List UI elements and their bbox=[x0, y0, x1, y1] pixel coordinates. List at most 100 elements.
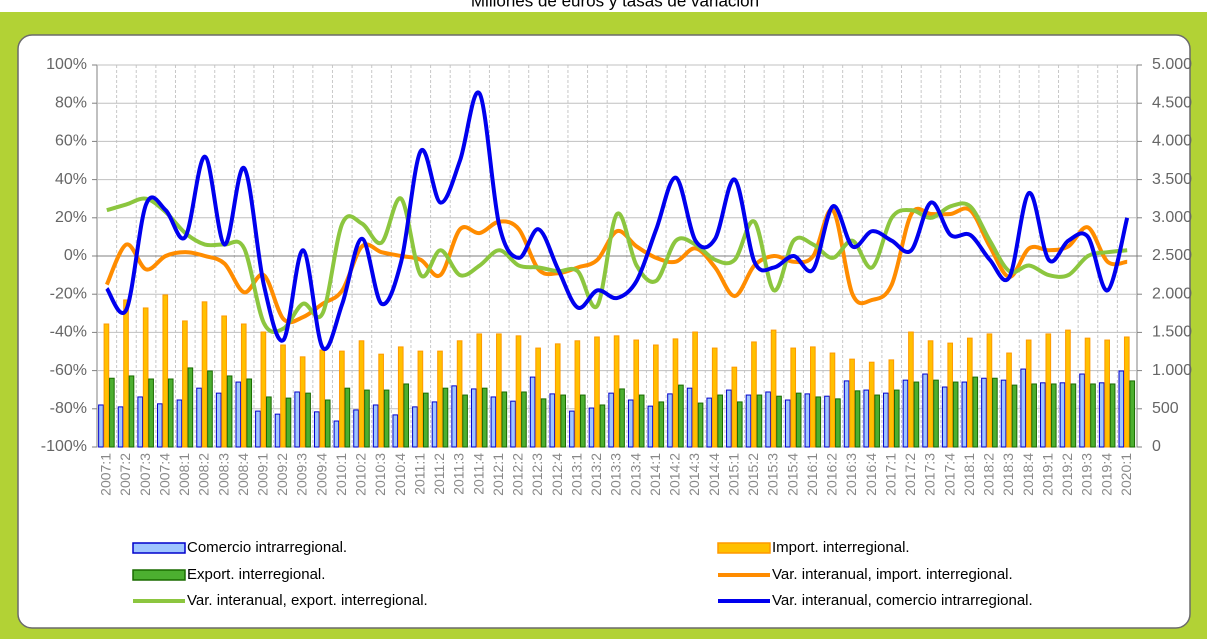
bar bbox=[678, 384, 684, 448]
x-tick-label: 2009:4 bbox=[313, 453, 329, 496]
bar bbox=[933, 379, 939, 448]
bar bbox=[142, 307, 149, 448]
bar bbox=[627, 399, 634, 448]
bar bbox=[510, 400, 516, 448]
legend-label: Var. interanual, comercio intrarregional… bbox=[772, 592, 1033, 609]
bar bbox=[868, 361, 875, 448]
bar bbox=[667, 393, 673, 448]
bar bbox=[849, 358, 855, 448]
bar bbox=[285, 397, 292, 448]
bar bbox=[280, 344, 286, 448]
bar bbox=[501, 391, 508, 448]
x-tick-label: 2018:4 bbox=[1020, 453, 1036, 496]
y2-tick-label: 4.000 bbox=[1152, 133, 1192, 150]
bar bbox=[339, 350, 345, 448]
bar bbox=[966, 337, 973, 448]
y-tick-label: 80% bbox=[55, 94, 87, 111]
bar bbox=[305, 392, 311, 448]
bar bbox=[274, 413, 281, 448]
title-band bbox=[0, 0, 1207, 12]
x-tick-label: 2019:1 bbox=[1039, 453, 1055, 496]
x-tick-label: 2008:4 bbox=[235, 453, 251, 496]
bar bbox=[854, 390, 861, 448]
bar bbox=[810, 346, 816, 448]
bar bbox=[972, 376, 979, 448]
bar bbox=[98, 404, 104, 448]
bar bbox=[324, 399, 331, 448]
bar bbox=[481, 387, 488, 448]
bar bbox=[196, 387, 202, 448]
bar bbox=[922, 373, 928, 448]
bar bbox=[372, 404, 379, 448]
legend-label: Import. interregional. bbox=[772, 539, 910, 556]
x-tick-label: 2012:3 bbox=[529, 453, 545, 496]
y-tick-label: 60% bbox=[55, 133, 87, 150]
x-tick-label: 2008:2 bbox=[196, 453, 212, 496]
bar bbox=[569, 410, 575, 448]
bar bbox=[961, 381, 968, 448]
bar bbox=[1104, 339, 1110, 448]
bar bbox=[1059, 382, 1066, 448]
bar bbox=[874, 394, 880, 448]
x-tick-label: 2014:3 bbox=[686, 453, 702, 496]
x-tick-label: 2018:1 bbox=[961, 453, 977, 496]
bar bbox=[776, 395, 782, 448]
x-tick-label: 2017:3 bbox=[922, 453, 938, 496]
bar bbox=[1079, 373, 1085, 448]
x-tick-label: 2020:1 bbox=[1118, 453, 1134, 496]
bar bbox=[364, 389, 370, 448]
bar bbox=[638, 394, 645, 448]
bar bbox=[470, 388, 477, 448]
bar bbox=[815, 396, 822, 448]
bar bbox=[736, 401, 743, 448]
bar bbox=[490, 396, 497, 448]
bar bbox=[207, 370, 213, 448]
bar bbox=[1109, 383, 1116, 448]
line bbox=[106, 196, 1128, 334]
bar bbox=[358, 340, 365, 448]
y-tick-label: -20% bbox=[50, 285, 87, 302]
bar bbox=[344, 387, 351, 448]
x-tick-label: 2012:1 bbox=[490, 453, 506, 496]
x-tick-label: 2011:3 bbox=[451, 453, 467, 495]
x-tick-label: 2014:4 bbox=[706, 453, 722, 496]
x-tick-label: 2015:4 bbox=[784, 453, 800, 496]
bar bbox=[412, 406, 418, 448]
bar bbox=[137, 396, 144, 448]
bar bbox=[319, 349, 326, 448]
bar bbox=[515, 335, 522, 448]
bar bbox=[148, 378, 154, 448]
bar bbox=[952, 381, 959, 448]
bar bbox=[392, 414, 399, 448]
y2-tick-label: 5.000 bbox=[1152, 56, 1192, 73]
bar bbox=[1040, 382, 1046, 448]
y2-tick-label: 3.500 bbox=[1152, 171, 1192, 188]
y-tick-label: -80% bbox=[50, 400, 87, 417]
bar bbox=[927, 340, 934, 448]
bar bbox=[260, 331, 267, 448]
bar bbox=[167, 378, 174, 448]
bar bbox=[672, 338, 679, 448]
bar bbox=[417, 350, 424, 448]
bar bbox=[795, 392, 802, 448]
x-tick-label: 2008:3 bbox=[215, 453, 231, 496]
bar bbox=[437, 350, 443, 448]
y2-tick-label: 0 bbox=[1152, 438, 1161, 455]
bar bbox=[1020, 368, 1027, 448]
y2-tick-label: 4.500 bbox=[1152, 94, 1192, 111]
bar bbox=[790, 347, 797, 448]
y-tick-label: -100% bbox=[41, 438, 87, 455]
x-tick-label: 2011:4 bbox=[470, 453, 486, 495]
bar bbox=[804, 393, 811, 448]
x-tick-label: 2010:1 bbox=[333, 453, 349, 496]
bar bbox=[1118, 370, 1125, 448]
bar bbox=[496, 333, 502, 448]
bar bbox=[883, 392, 889, 448]
bar bbox=[1011, 384, 1018, 448]
bar bbox=[1084, 337, 1091, 448]
bar bbox=[103, 323, 110, 448]
bar bbox=[1045, 333, 1052, 448]
bar bbox=[619, 388, 625, 448]
bar bbox=[235, 381, 242, 448]
x-tick-label: 2010:2 bbox=[353, 453, 369, 496]
